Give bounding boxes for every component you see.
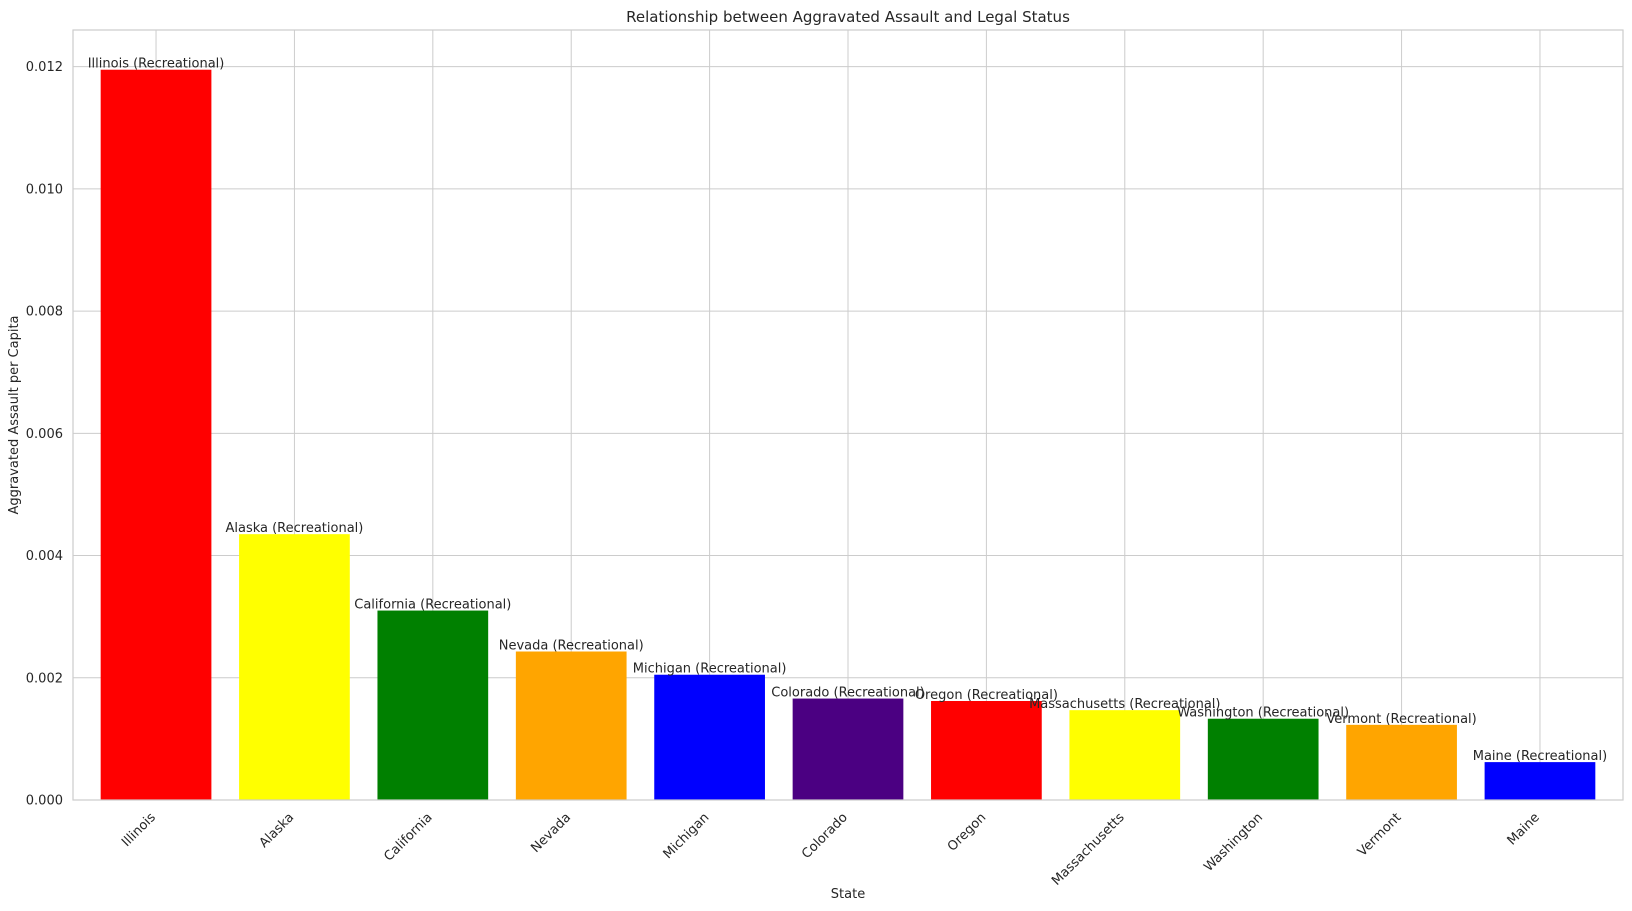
bar-value-label: Massachusetts (Recreational) [1029, 697, 1220, 712]
grid-layer [73, 30, 1623, 801]
y-tick-label: 0.010 [26, 182, 63, 197]
bar-value-label: Oregon (Recreational) [915, 688, 1058, 703]
bar-value-label: Washington (Recreational) [1177, 706, 1349, 721]
bar-michigan [654, 674, 765, 800]
y-tick-label: 0.008 [26, 305, 63, 320]
y-tick-label: 0.012 [26, 60, 63, 75]
bar-california [377, 610, 489, 800]
y-tick-label: 0.006 [26, 427, 63, 442]
x-tick-label: Vermont [1355, 810, 1404, 859]
x-tick-label: Maine [1505, 810, 1543, 848]
y-axis-label: Aggravated Assault per Capita [7, 315, 22, 514]
bar-alaska [239, 534, 350, 800]
bar-labels-layer: Illinois (Recreational) Alaska (Recreatio… [88, 57, 1607, 764]
bar-massachusetts [1069, 710, 1181, 800]
x-tick-label: California [381, 810, 435, 864]
bar-colorado [792, 698, 904, 800]
bar-maine [1484, 762, 1596, 800]
bar-value-label: Michigan (Recreational) [633, 662, 787, 677]
y-tick-label: 0.000 [26, 794, 63, 809]
x-tick-label: Massachusetts [1049, 810, 1128, 889]
x-tick-label: Illinois [119, 810, 159, 850]
x-tick-label: Alaska [257, 810, 298, 851]
bar-nevada [515, 651, 627, 800]
bar-value-label: Illinois (Recreational) [88, 57, 225, 72]
x-tick-label: Colorado [799, 810, 851, 862]
bars-layer [100, 69, 1596, 800]
y-tick-label: 0.004 [26, 549, 63, 564]
plot-frame [72, 29, 1624, 801]
bar-oregon [931, 701, 1042, 800]
x-tick-label: Washington [1201, 810, 1266, 875]
x-axis-ticks: Illinois Alaska California Nevada Michigan Co… [119, 810, 1543, 889]
y-tick-label: 0.002 [26, 671, 63, 686]
bar-value-label: Alaska (Recreational) [225, 521, 363, 536]
x-tick-label: Oregon [945, 810, 989, 854]
x-axis-label: State [831, 887, 865, 902]
bar-washington [1207, 718, 1319, 800]
bar-value-label: Maine (Recreational) [1473, 749, 1607, 764]
bar-value-label: California (Recreational) [354, 598, 511, 613]
bar-vermont [1346, 724, 1457, 800]
bar-value-label: Nevada (Recreational) [499, 639, 644, 654]
chart-title: Relationship between Aggravated Assault … [626, 8, 1070, 26]
bar-value-label: Vermont (Recreational) [1326, 712, 1476, 727]
y-axis-ticks: 0.000 0.002 0.004 0.006 0.008 0.010 0.012 [26, 60, 63, 808]
bar-illinois [100, 69, 212, 800]
x-tick-label: Nevada [528, 810, 574, 856]
x-tick-label: Michigan [661, 810, 713, 862]
bar-value-label: Colorado (Recreational) [771, 686, 925, 701]
